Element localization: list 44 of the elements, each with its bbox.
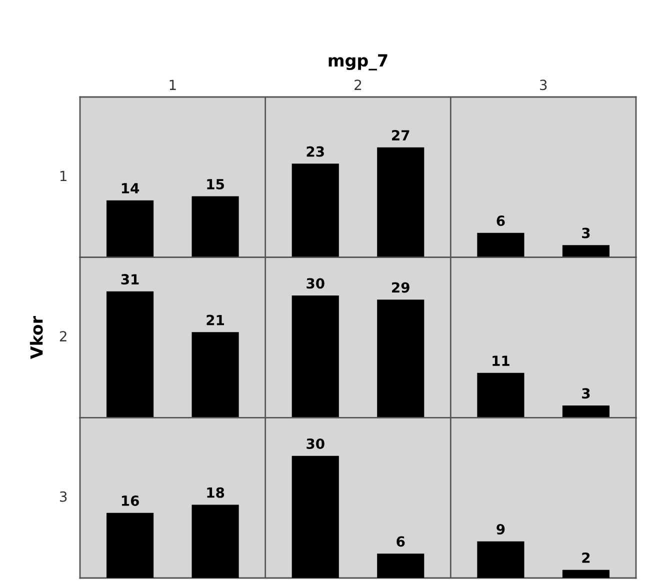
bar (192, 332, 239, 418)
bar (477, 372, 524, 418)
data-label: 18 (207, 487, 224, 498)
bar (192, 504, 239, 578)
bar (377, 147, 424, 258)
chart-title: mgp_7 (328, 54, 388, 70)
data-label: 23 (306, 146, 324, 157)
bar (292, 295, 339, 418)
data-label: 30 (306, 278, 324, 289)
data-label: 14 (122, 183, 140, 194)
y-axis-title: 3 (60, 491, 67, 502)
bar (477, 541, 524, 578)
x-tick-label: 3 (540, 80, 547, 90)
bar (292, 456, 339, 578)
data-label: 6 (496, 216, 505, 226)
bar (477, 232, 524, 258)
y-axis-title: 2 (60, 331, 66, 342)
data-label: 9 (496, 524, 505, 534)
data-label: 31 (121, 274, 139, 285)
y-axis-title: 1 (60, 170, 66, 181)
data-label: 2 (582, 552, 590, 563)
bar (106, 512, 154, 578)
data-label: 6 (396, 536, 405, 547)
bar (377, 300, 424, 418)
data-label: 27 (392, 130, 410, 140)
bar (562, 405, 610, 418)
data-label: 30 (306, 438, 324, 449)
data-label: 11 (492, 356, 510, 366)
bar (192, 196, 239, 258)
data-label: 3 (582, 388, 590, 399)
bar (562, 570, 610, 578)
x-tick-label: 2 (354, 80, 362, 90)
bar (106, 291, 154, 418)
bar (292, 164, 339, 258)
data-label: 16 (122, 495, 139, 506)
data-label: 3 (582, 228, 590, 238)
x-tick-label: 1 (170, 80, 176, 90)
data-label: 29 (392, 282, 410, 293)
bar (106, 200, 154, 258)
bar (377, 554, 424, 578)
text: Vkor (30, 316, 43, 360)
data-label: 15 (207, 179, 224, 190)
data-label: 21 (206, 314, 224, 326)
bar (562, 245, 610, 258)
